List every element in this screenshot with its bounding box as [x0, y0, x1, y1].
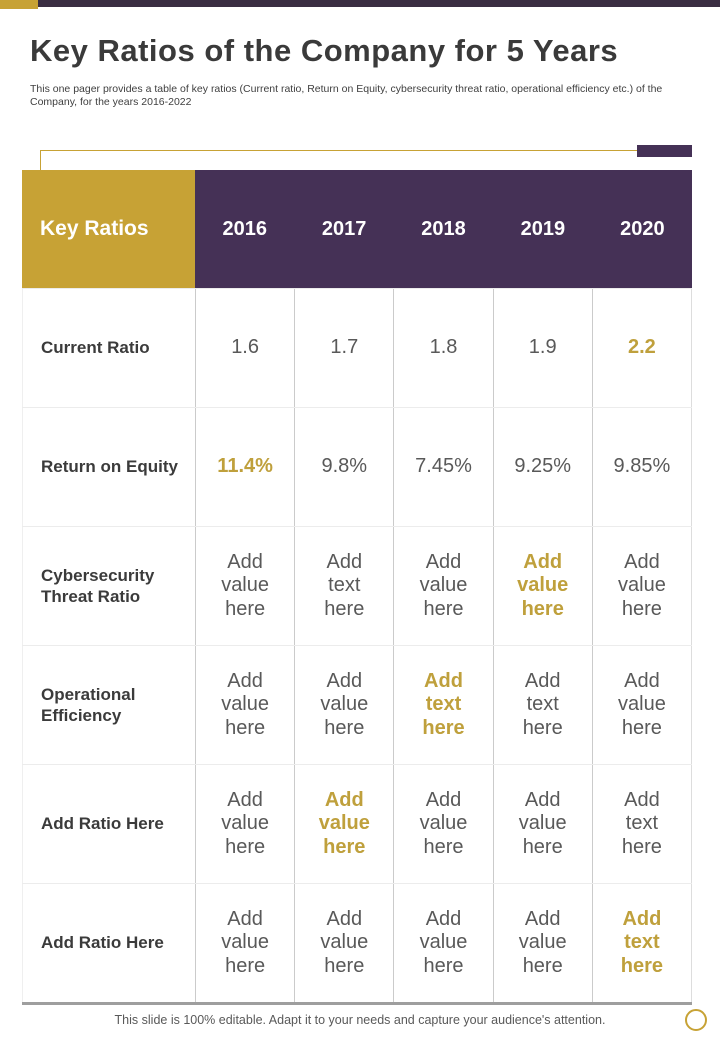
table-cell: Add value here [195, 527, 294, 645]
table-cell: Add value here [294, 765, 393, 883]
table-cell: Add text here [591, 884, 693, 1002]
table-cell: Add text here [393, 646, 492, 764]
table-cell: Add value here [393, 884, 492, 1002]
top-accent-bar [0, 0, 720, 7]
table-cell: Add text here [294, 527, 393, 645]
table-cell: 1.7 [294, 289, 393, 407]
table-cell: Add value here [591, 646, 693, 764]
decorative-tab [637, 145, 692, 157]
decorative-line-connector [40, 150, 41, 170]
table-cell: 9.25% [492, 408, 592, 526]
table-cell: Add value here [393, 527, 492, 645]
table-cell: 9.85% [591, 408, 693, 526]
decorative-line [40, 150, 637, 151]
top-corner-accent [0, 0, 38, 9]
table-cell: 7.45% [393, 408, 492, 526]
table-cell: Add value here [195, 884, 294, 1002]
table-cell: 9.8% [294, 408, 393, 526]
table-cell: Add value here [591, 527, 693, 645]
row-label: Cybersecurity Threat Ratio [22, 527, 195, 645]
table-cell: 2.2 [591, 289, 693, 407]
table-cell: Add value here [195, 646, 294, 764]
year-header-2017: 2017 [294, 170, 394, 288]
table-row-operational-efficiency: Operational Efficiency Add value here Ad… [22, 645, 693, 764]
row-label: Return on Equity [22, 408, 195, 526]
row-label: Add Ratio Here [22, 765, 195, 883]
table-row-cybersecurity-threat-ratio: Cybersecurity Threat Ratio Add value her… [22, 526, 693, 645]
year-header-2016: 2016 [195, 170, 295, 288]
row-label: Operational Efficiency [22, 646, 195, 764]
table-row-add-ratio-2: Add Ratio Here Add value here Add value … [22, 883, 693, 1002]
year-header-2019: 2019 [493, 170, 593, 288]
table-cell: Add text here [492, 646, 592, 764]
table-header-row: Key Ratios 2016 2017 2018 2019 2020 [22, 170, 693, 288]
table-cell: 1.6 [195, 289, 294, 407]
table-row-current-ratio: Current Ratio 1.6 1.7 1.8 1.9 2.2 [22, 288, 693, 407]
row-label: Add Ratio Here [22, 884, 195, 1002]
footer-note: This slide is 100% editable. Adapt it to… [114, 1013, 606, 1027]
year-header-2018: 2018 [393, 170, 494, 288]
table-cell: Add value here [294, 646, 393, 764]
table-corner-header: Key Ratios [22, 170, 195, 288]
year-header-2020: 2020 [592, 170, 693, 288]
table-cell: Add value here [492, 527, 592, 645]
key-ratios-table: Key Ratios 2016 2017 2018 2019 2020 Curr… [22, 170, 693, 1005]
table-row-add-ratio-1: Add Ratio Here Add value here Add value … [22, 764, 693, 883]
row-label: Current Ratio [22, 289, 195, 407]
table-cell: Add value here [393, 765, 492, 883]
table-cell: Add value here [492, 884, 592, 1002]
table-cell: Add value here [492, 765, 592, 883]
table-cell: Add text here [591, 765, 693, 883]
table-cell: Add value here [195, 765, 294, 883]
table-cell: 1.8 [393, 289, 492, 407]
table-cell: 11.4% [195, 408, 294, 526]
page-title: Key Ratios of the Company for 5 Years [30, 33, 619, 68]
table-cell: Add value here [294, 884, 393, 1002]
table-row-return-on-equity: Return on Equity 11.4% 9.8% 7.45% 9.25% … [22, 407, 693, 526]
table-cell: 1.9 [492, 289, 592, 407]
circle-decoration-icon [685, 1009, 707, 1031]
page-subtitle: This one pager provides a table of key r… [30, 83, 663, 108]
